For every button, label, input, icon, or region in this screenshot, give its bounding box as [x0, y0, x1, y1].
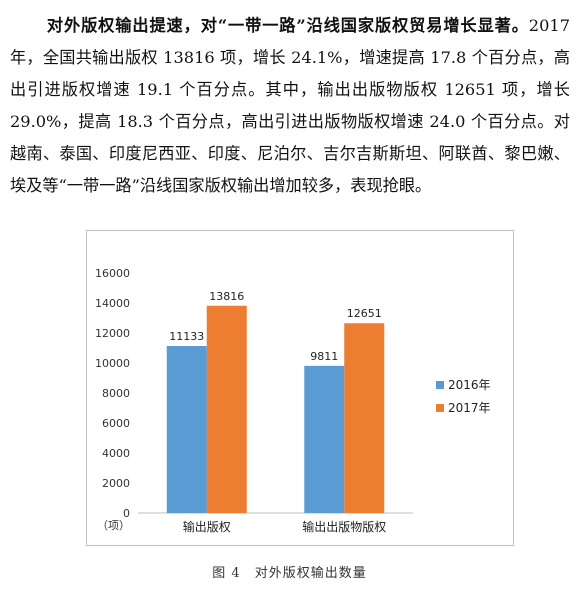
y-tick-label: 0: [123, 507, 130, 520]
bar-data-label: 13816: [209, 290, 244, 303]
legend-label: 2017年: [448, 401, 491, 415]
y-tick-label: 2000: [102, 477, 130, 490]
bar-series1: [304, 365, 345, 513]
y-tick-label: 14000: [95, 297, 130, 310]
y-tick-label: 12000: [95, 327, 130, 340]
paragraph-body: 2017 年，全国共输出版权 13816 项，增长 24.1%，增速提高 17.…: [10, 16, 570, 195]
y-tick-label: 4000: [102, 447, 130, 460]
x-tick-label: 输出版权: [183, 519, 231, 534]
bar-chart: 0 2000 4000 6000 8000 10000 12000 14000 16000 （项）…: [95, 267, 491, 534]
bar-data-label: 9811: [310, 350, 338, 363]
y-tick-label: 16000: [95, 267, 130, 280]
y-tick-label: 8000: [102, 387, 130, 400]
chart-frame: 0 2000 4000 6000 8000 10000 12000 14000 16000 （项）…: [86, 230, 514, 546]
y-unit-label: （项）: [97, 519, 130, 532]
bar-series1: [166, 346, 207, 513]
x-tick-label: 输出出版物版权: [302, 519, 386, 534]
bar-data-label: 11133: [169, 330, 204, 343]
bar-series2: [344, 323, 385, 513]
bar-data-label: 12651: [347, 307, 382, 320]
figure-caption: 图 4 对外版权输出数量: [212, 566, 367, 581]
y-tick-label: 10000: [95, 357, 130, 370]
legend-swatch: [436, 404, 444, 412]
legend-swatch: [436, 381, 444, 389]
paragraph-lead: 对外版权输出提速，对“一带一路”沿线国家版权贸易增长显著。: [46, 16, 529, 35]
body-paragraph: 对外版权输出提速，对“一带一路”沿线国家版权贸易增长显著。2017 年，全国共输…: [10, 10, 570, 202]
y-tick-label: 6000: [102, 417, 130, 430]
legend-label: 2016年: [448, 378, 491, 392]
bar-series2: [206, 305, 247, 513]
